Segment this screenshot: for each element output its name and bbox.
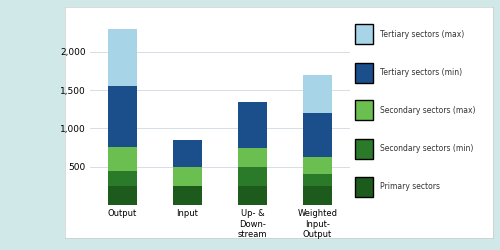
Bar xyxy=(238,102,267,148)
FancyBboxPatch shape xyxy=(355,176,373,197)
Bar xyxy=(303,113,332,157)
Bar xyxy=(173,186,202,205)
Bar xyxy=(108,186,137,205)
Text: Tertiary sectors (min): Tertiary sectors (min) xyxy=(380,68,462,77)
Bar xyxy=(108,148,137,171)
Bar xyxy=(173,167,202,186)
Bar xyxy=(303,75,332,113)
Bar xyxy=(303,186,332,205)
Text: Secondary sectors (min): Secondary sectors (min) xyxy=(380,144,474,153)
Bar xyxy=(303,157,332,174)
Bar xyxy=(238,148,267,167)
FancyBboxPatch shape xyxy=(355,24,373,44)
Bar xyxy=(108,170,137,186)
FancyBboxPatch shape xyxy=(355,62,373,82)
Bar xyxy=(303,174,332,186)
Bar xyxy=(238,167,267,186)
Bar xyxy=(108,86,137,148)
FancyBboxPatch shape xyxy=(355,138,373,158)
Text: Secondary sectors (max): Secondary sectors (max) xyxy=(380,106,476,115)
Text: Primary sectors: Primary sectors xyxy=(380,182,440,191)
FancyBboxPatch shape xyxy=(355,100,373,120)
Bar xyxy=(238,186,267,205)
Bar xyxy=(108,29,137,86)
Text: Tertiary sectors (max): Tertiary sectors (max) xyxy=(380,30,465,39)
Bar xyxy=(173,140,202,167)
